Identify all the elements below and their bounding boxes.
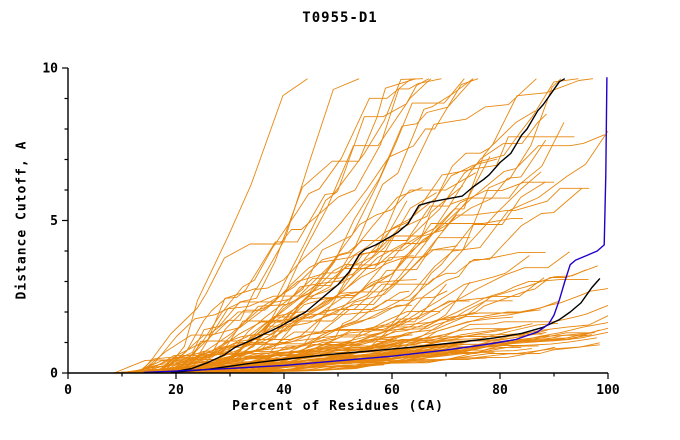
- ensemble-line: [175, 78, 412, 374]
- ensemble-line: [148, 172, 477, 374]
- x-tick-label: 20: [168, 383, 184, 398]
- ensemble-line: [180, 334, 444, 374]
- ensemble-line: [158, 136, 575, 374]
- y-axis-label: Distance Cutoff, A: [14, 140, 30, 300]
- ensemble-line: [134, 187, 423, 374]
- ensemble-line: [140, 269, 587, 374]
- model-line-black-lower-model: [170, 277, 601, 374]
- ensemble-line: [139, 78, 479, 374]
- ensemble-line: [137, 78, 417, 374]
- ensemble-line: [139, 78, 442, 374]
- ensemble-line: [173, 217, 523, 374]
- x-tick-label: 0: [64, 383, 72, 398]
- y-tick-label: 0: [50, 367, 58, 382]
- ensemble-line: [178, 122, 565, 374]
- model-line-blue-model: [143, 77, 608, 374]
- ensemble-line: [177, 110, 536, 374]
- x-axis-label: Percent of Residues (CA): [232, 399, 444, 414]
- ensemble-line: [200, 78, 430, 374]
- chart-title: T0955-D1: [302, 10, 378, 26]
- ensemble-line: [189, 78, 579, 374]
- ensemble-line: [111, 318, 409, 374]
- ensemble-line: [163, 78, 474, 374]
- ensemble-line: [147, 78, 360, 374]
- x-tick-label: 40: [276, 383, 292, 398]
- y-tick-label: 10: [42, 62, 58, 77]
- ensemble-line: [188, 158, 498, 374]
- y-tick-label: 5: [50, 214, 58, 229]
- ensemble-line: [198, 78, 474, 374]
- model-line-black-upper-model: [170, 78, 566, 374]
- x-tick-label: 60: [384, 383, 400, 398]
- x-tick-label: 100: [596, 383, 620, 398]
- ensemble-line: [125, 251, 570, 374]
- x-tick-label: 80: [492, 383, 508, 398]
- ensemble-line: [161, 78, 424, 374]
